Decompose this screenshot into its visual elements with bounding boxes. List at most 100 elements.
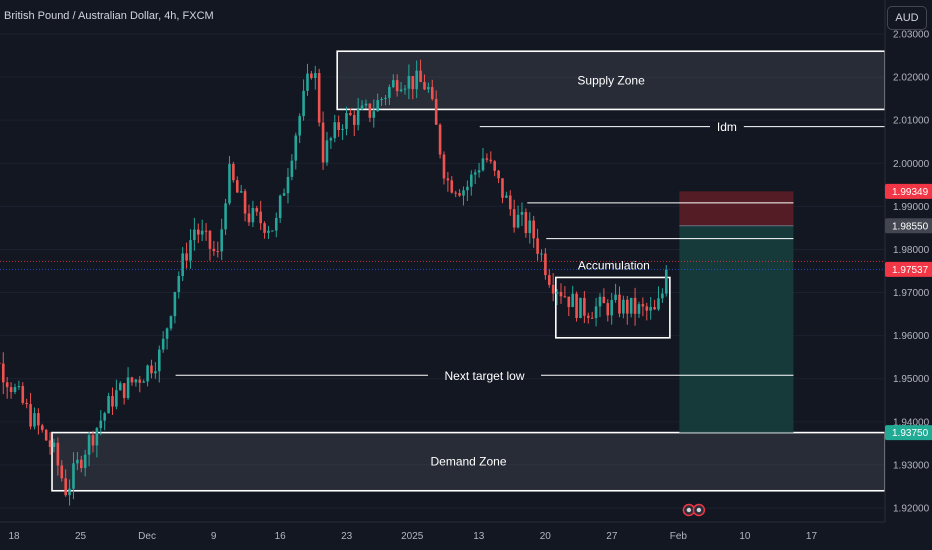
candle — [516, 205, 520, 229]
level-label: Next target low — [444, 369, 524, 383]
candle — [629, 297, 633, 318]
candle — [368, 103, 372, 123]
candle — [391, 74, 395, 89]
candle-body — [169, 316, 173, 329]
candle-body — [360, 105, 364, 110]
candle-body — [40, 425, 44, 430]
y-tick-label: 2.00000 — [893, 159, 930, 170]
candle-body — [235, 180, 239, 193]
candle — [310, 71, 313, 80]
candle-body — [52, 442, 56, 447]
candle — [458, 189, 461, 197]
candle-body — [302, 90, 305, 117]
y-tick-label: 1.95000 — [893, 374, 930, 385]
candle — [111, 387, 114, 415]
candle — [9, 382, 13, 399]
candle-body — [547, 275, 551, 285]
candle-body — [118, 383, 122, 391]
candle — [473, 169, 477, 185]
candle-body — [368, 103, 372, 118]
candle — [263, 221, 266, 239]
candle-body — [29, 404, 32, 427]
candle — [286, 168, 290, 204]
candle-body — [177, 275, 181, 293]
candle — [306, 63, 309, 96]
candle — [200, 219, 204, 242]
candle — [321, 111, 325, 170]
candle — [485, 153, 489, 163]
candle — [372, 99, 376, 128]
candle-body — [56, 442, 60, 466]
candle-body — [130, 377, 134, 383]
candle-body — [25, 402, 28, 405]
candle-body — [520, 212, 524, 215]
price-label-bg — [885, 183, 932, 199]
candle-body — [87, 435, 91, 455]
candle-body — [403, 88, 407, 90]
candle-body — [259, 211, 262, 224]
candle-body — [493, 161, 496, 171]
candle-body — [142, 381, 145, 383]
candle — [508, 190, 512, 216]
candle — [298, 113, 301, 144]
candle-body — [60, 465, 64, 479]
candle — [173, 291, 177, 324]
candle-body — [349, 113, 352, 116]
candle — [224, 198, 227, 236]
candle — [165, 327, 169, 350]
candle-body — [138, 379, 142, 383]
candle — [622, 295, 625, 319]
currency-button[interactable]: AUD — [887, 6, 927, 30]
candle — [243, 188, 247, 222]
price-label: 1.98550 — [892, 221, 929, 232]
zone-label: Supply Zone — [577, 73, 645, 87]
candle-body — [298, 116, 301, 136]
x-tick-label: 9 — [211, 531, 217, 542]
candle — [83, 449, 87, 477]
candle — [333, 114, 337, 143]
candle — [442, 151, 446, 185]
candle — [185, 242, 188, 269]
candle-body — [161, 338, 165, 350]
candle — [274, 212, 278, 238]
candle-body — [505, 195, 508, 198]
candle — [637, 301, 641, 318]
candle — [625, 295, 629, 325]
candle-body — [239, 191, 243, 193]
candle — [423, 74, 426, 91]
candle-body — [79, 459, 83, 469]
candle — [356, 98, 360, 131]
zone-label: Accumulation — [578, 258, 650, 272]
candle — [528, 212, 532, 244]
candle — [271, 230, 274, 232]
candle-body — [411, 76, 415, 90]
candle-body — [571, 293, 574, 308]
candle-body — [458, 193, 461, 196]
candle — [313, 65, 317, 90]
candle-body — [419, 70, 422, 82]
candle-body — [446, 178, 450, 181]
candle — [87, 431, 91, 467]
candle-body — [485, 158, 489, 160]
candle — [232, 161, 235, 183]
candle — [438, 123, 442, 159]
candle-body — [376, 100, 379, 112]
candle-body — [274, 218, 278, 231]
candle-body — [364, 103, 368, 106]
candle — [450, 176, 454, 194]
candle-body — [5, 382, 9, 388]
candle-body — [216, 251, 220, 253]
candle-body — [134, 379, 138, 383]
candle-body — [567, 296, 571, 308]
candle-body — [189, 240, 192, 261]
y-tick-label: 1.98000 — [893, 245, 930, 256]
candle — [290, 154, 294, 181]
candle-body — [606, 303, 610, 316]
candle — [641, 297, 645, 317]
candle-body — [462, 190, 465, 196]
candle — [259, 200, 262, 231]
candle-body — [590, 317, 594, 319]
y-tick-label: 1.94000 — [893, 417, 930, 428]
